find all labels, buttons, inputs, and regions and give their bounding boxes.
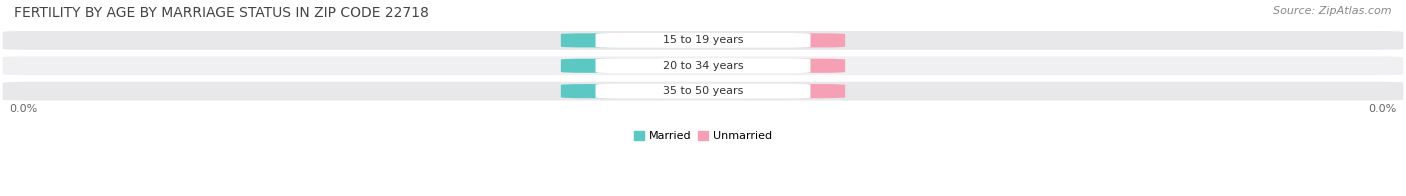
- FancyBboxPatch shape: [561, 59, 672, 73]
- FancyBboxPatch shape: [3, 82, 1403, 101]
- Text: Source: ZipAtlas.com: Source: ZipAtlas.com: [1274, 6, 1392, 16]
- Text: 0.0%: 0.0%: [602, 35, 631, 45]
- FancyBboxPatch shape: [734, 84, 845, 98]
- Text: 0.0%: 0.0%: [775, 86, 804, 96]
- Text: 0.0%: 0.0%: [1368, 104, 1396, 114]
- Text: 15 to 19 years: 15 to 19 years: [662, 35, 744, 45]
- FancyBboxPatch shape: [596, 58, 810, 73]
- FancyBboxPatch shape: [596, 33, 810, 48]
- FancyBboxPatch shape: [734, 59, 845, 73]
- FancyBboxPatch shape: [561, 33, 672, 47]
- Text: 0.0%: 0.0%: [10, 104, 38, 114]
- FancyBboxPatch shape: [596, 84, 810, 99]
- FancyBboxPatch shape: [3, 31, 1403, 50]
- Text: 0.0%: 0.0%: [775, 35, 804, 45]
- Text: FERTILITY BY AGE BY MARRIAGE STATUS IN ZIP CODE 22718: FERTILITY BY AGE BY MARRIAGE STATUS IN Z…: [14, 6, 429, 20]
- FancyBboxPatch shape: [734, 33, 845, 47]
- Legend: Married, Unmarried: Married, Unmarried: [630, 126, 776, 145]
- FancyBboxPatch shape: [3, 56, 1403, 75]
- Text: 0.0%: 0.0%: [602, 86, 631, 96]
- FancyBboxPatch shape: [561, 84, 672, 98]
- Text: 0.0%: 0.0%: [775, 61, 804, 71]
- Text: 20 to 34 years: 20 to 34 years: [662, 61, 744, 71]
- Text: 35 to 50 years: 35 to 50 years: [662, 86, 744, 96]
- Text: 0.0%: 0.0%: [602, 61, 631, 71]
